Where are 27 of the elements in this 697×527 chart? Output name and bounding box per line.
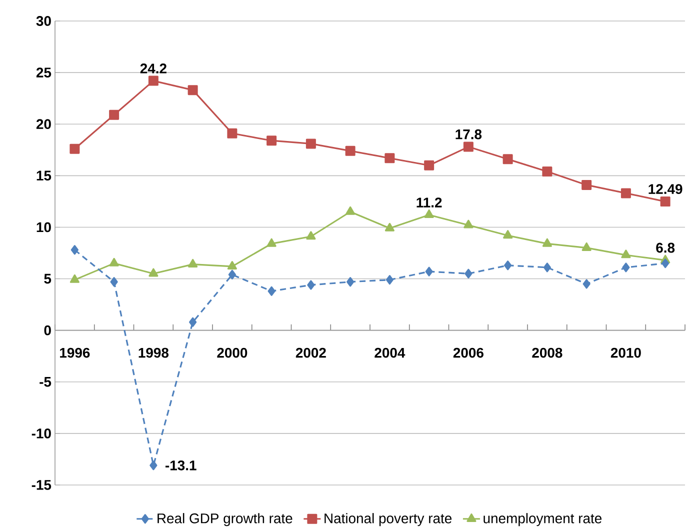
y-tick-label: 5	[44, 274, 52, 284]
y-tick-label: 0	[44, 325, 51, 336]
legend-label: Real GDP growth rate	[158, 513, 292, 526]
x-tick-label: 2004	[374, 348, 406, 358]
x-tick-label: 2002	[296, 348, 326, 358]
legend-label: unemployment rate	[484, 513, 602, 526]
data-label: 11.2	[416, 198, 442, 208]
data-label: 24.2	[140, 64, 166, 74]
y-tick-label: 25	[36, 68, 52, 78]
data-label: 6.8	[656, 242, 675, 253]
x-tick-label: 2000	[217, 348, 248, 358]
y-tick-label: -15	[32, 480, 52, 490]
y-tick-label: 10	[36, 222, 51, 232]
y-tick-label: 30	[36, 16, 51, 26]
data-label: 12.49	[648, 184, 682, 194]
legend-label: National poverty rate	[324, 513, 452, 526]
y-tick-label: 20	[36, 119, 51, 130]
x-tick-label: 1998	[138, 348, 169, 358]
y-tick-label: -10	[32, 428, 51, 438]
data-label: -13.1	[166, 460, 196, 470]
x-tick-label: 2008	[532, 348, 562, 358]
y-tick-label: -5	[40, 377, 52, 387]
data-label: 17.8	[456, 129, 482, 140]
x-tick-label: 1996	[60, 348, 90, 358]
x-tick-label: 2006	[453, 348, 484, 358]
x-tick-label: 2010	[610, 348, 641, 358]
y-tick-label: 15	[36, 170, 52, 181]
